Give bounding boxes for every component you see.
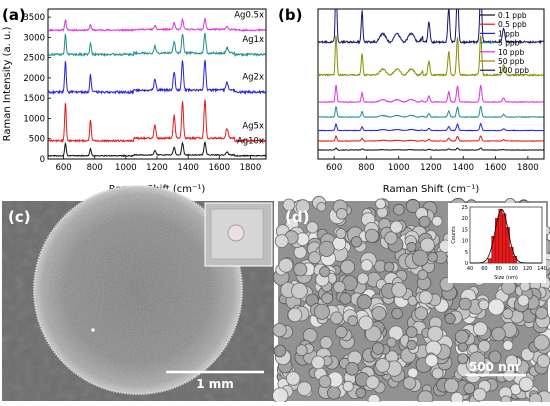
histogram-bar	[502, 214, 506, 263]
disc-particle	[91, 328, 95, 332]
x-tick-label-a: 1800	[240, 163, 262, 173]
panel-label-b: (b)	[278, 6, 302, 24]
y-tick-label-a: 2000	[23, 74, 45, 84]
histogram-y-label: Counts	[451, 226, 457, 244]
histogram-bar	[499, 209, 503, 263]
histogram-x-label: Size (nm)	[494, 275, 518, 281]
x-tick-label-b: 1000	[388, 163, 410, 173]
legend-entry-50-ppb: 50 ppb	[498, 57, 524, 66]
inset-sample-spot	[228, 225, 244, 241]
series-label-ag5x: Ag5x	[242, 121, 264, 131]
panel-b: (b) 600 800 1000 1200 1400 1600 1800 0.1 ppb0.…	[278, 0, 544, 195]
histogram-x-tick: 60	[481, 266, 487, 272]
x-tick-label-b: 1800	[517, 163, 539, 173]
histogram-x-tick: 100	[508, 266, 518, 272]
histogram-y-tick: 15	[462, 227, 468, 233]
series-label-ag10x: Ag10x	[237, 136, 264, 146]
y-tick-label-a: 0	[40, 155, 45, 165]
histogram-x-tick: 80	[496, 266, 502, 272]
panel-a: (a) 600 800 1000 1200 1400 1600 1800 0 500 1000 1…	[2, 6, 266, 195]
y-tick-label-a: 1500	[23, 94, 45, 104]
legend-entry-5-ppb: 5 ppb	[498, 39, 520, 48]
legend-entry-1-ppb: 1 ppb	[498, 29, 520, 38]
histogram-bar	[506, 227, 510, 263]
x-tick-label-b: 600	[326, 163, 342, 173]
histogram-y-tick: 20	[462, 216, 468, 222]
histogram-y-tick: 0	[465, 261, 468, 267]
histogram-bar	[495, 218, 499, 263]
histogram-y-tick: 10	[462, 239, 468, 245]
x-tick-label-a: 1600	[208, 163, 230, 173]
x-tick-label-a: 1400	[177, 163, 199, 173]
y-tick-label-a: 1000	[23, 114, 45, 124]
legend-entry-0-5-ppb: 0.5 ppb	[498, 20, 527, 29]
x-tick-label-a: 800	[87, 163, 103, 173]
y-tick-label-a: 3500	[23, 13, 45, 23]
x-tick-label-b: 1400	[452, 163, 474, 173]
x-axis-label-b: Raman Shift (cm⁻¹)	[383, 184, 480, 195]
legend-entry-10-ppb: 10 ppb	[498, 48, 524, 57]
legend-entry-100-ppb: 100 ppb	[498, 66, 529, 75]
x-tick-label-a: 600	[55, 163, 71, 173]
series-label-ag0.5x: Ag0.5x	[234, 11, 264, 21]
histogram-bar	[488, 259, 492, 263]
x-tick-label-b: 1200	[420, 163, 442, 173]
panel-label-a: (a)	[2, 6, 26, 24]
x-tick-label-a: 1200	[146, 163, 168, 173]
y-tick-label-a: 3000	[23, 33, 45, 43]
legend-entry-0-1-ppb: 0.1 ppb	[498, 11, 527, 20]
x-tick-label-a: 1000	[115, 163, 137, 173]
panel-c: (c) 1 mm	[2, 186, 274, 401]
panel-label-c: (c)	[8, 208, 31, 226]
histogram-y-tick: 25	[462, 205, 468, 211]
scale-bar-label-c: 1 mm	[196, 377, 234, 391]
histogram-x-tick: 120	[523, 266, 533, 272]
y-axis-label-a: Raman Intensity (a. u.)	[2, 27, 13, 142]
x-tick-label-b: 1600	[485, 163, 507, 173]
histogram-x-tick: 140	[537, 266, 547, 272]
series-label-ag1x: Ag1x	[242, 35, 264, 45]
y-tick-label-a: 500	[29, 135, 45, 145]
scale-bar-label-d: 500 nm	[469, 360, 519, 374]
y-ticks-a: 0 500 1000 1500 2000 2500 3000 3500	[23, 13, 51, 165]
series-label-ag2x: Ag2x	[242, 73, 264, 83]
panel-label-d: (d)	[285, 208, 309, 226]
y-tick-label-a: 2500	[23, 54, 45, 64]
histogram-y-tick: 5	[465, 250, 468, 256]
x-tick-label-b: 800	[358, 163, 374, 173]
